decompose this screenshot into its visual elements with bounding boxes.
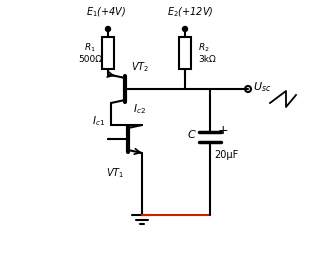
Text: $R_2$
3kΩ: $R_2$ 3kΩ (198, 42, 216, 65)
Circle shape (106, 26, 110, 32)
Text: $R_1$
500Ω: $R_1$ 500Ω (78, 42, 102, 65)
Text: $I_{c2}$: $I_{c2}$ (133, 102, 145, 116)
Text: $I_{c1}$: $I_{c1}$ (93, 114, 106, 128)
Text: $E_2$(+12V): $E_2$(+12V) (167, 5, 213, 19)
Text: 20μF: 20μF (214, 150, 238, 160)
Text: $VT_2$: $VT_2$ (131, 60, 149, 74)
Bar (102, 37, 114, 69)
Bar (179, 37, 191, 69)
Text: $U_{sc}$: $U_{sc}$ (253, 80, 271, 94)
Circle shape (183, 26, 188, 32)
Text: +: + (218, 124, 228, 137)
Text: $VT_1$: $VT_1$ (106, 166, 124, 180)
Text: $E_1$(+4V): $E_1$(+4V) (86, 5, 126, 19)
Text: $C$: $C$ (187, 128, 197, 140)
